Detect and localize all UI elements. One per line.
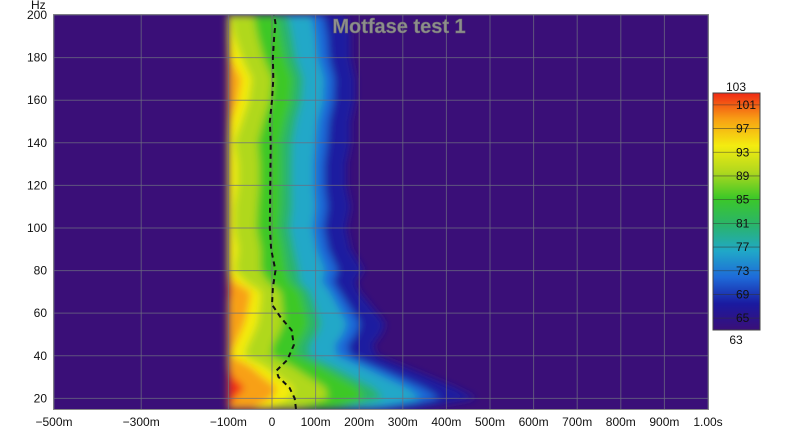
y-tick-label: 100	[27, 221, 47, 235]
x-tick-label: 500m	[475, 415, 505, 429]
x-tick-label: 900m	[649, 415, 679, 429]
y-tick-label: 160	[27, 93, 47, 107]
colorbar-tick-label: 81	[736, 216, 750, 230]
colorbar-min-label: 63	[729, 333, 743, 347]
y-tick-label: 120	[27, 178, 47, 192]
colorbar-tick-label: 69	[736, 287, 750, 301]
colorbar-tick-label: 93	[736, 145, 750, 159]
y-tick-label: 80	[34, 264, 48, 278]
x-tick-label: 1.00s	[693, 415, 722, 429]
peak-time-curve-layer	[268, 15, 297, 409]
y-tick-label: 60	[34, 306, 48, 320]
energy-heatmap	[228, 15, 477, 409]
plot-area	[53, 14, 709, 410]
y-tick-label: 140	[27, 136, 47, 150]
x-tick-label: 400m	[431, 415, 461, 429]
chart-title: Motfase test 1	[332, 16, 465, 38]
colorbar-tick-label: 89	[736, 169, 750, 183]
x-tick-label: −100m	[210, 415, 247, 429]
x-tick-label: 300m	[388, 415, 418, 429]
energy-band	[228, 15, 277, 409]
x-tick-label: 100m	[301, 415, 331, 429]
y-axis-label: Hz	[31, 0, 46, 12]
x-tick-label: −300m	[123, 415, 160, 429]
y-tick-label: 180	[27, 51, 47, 65]
colorbar-tick-label: 73	[736, 264, 750, 278]
colorbar-max-label: 103	[726, 80, 746, 94]
colorbar-tick-label: 101	[736, 98, 756, 112]
x-tick-label: 200m	[344, 415, 374, 429]
x-tick-label: −500m	[35, 415, 72, 429]
y-tick-label: 20	[34, 391, 48, 405]
colorbar: 103 63 65 69 73 77 81 85 89 93 97 101	[712, 80, 761, 347]
grid	[53, 14, 709, 409]
y-tick-label: 200	[27, 8, 47, 22]
peak-time-curve	[268, 15, 297, 409]
x-tick-label: 0	[269, 415, 276, 429]
colorbar-gradient	[712, 92, 761, 331]
energy-band	[228, 15, 261, 409]
colorbar-tick-label: 77	[736, 240, 750, 254]
x-tick-label: 700m	[562, 415, 592, 429]
colorbar-tick-label: 97	[736, 122, 750, 136]
y-tick-label: 40	[34, 349, 48, 363]
x-axis: −500m −300m −100m 0 100m 200m 300m 400m 500m 600m…	[35, 415, 722, 429]
colorbar-tick-label: 85	[736, 193, 750, 207]
colorbar-tick-label: 65	[736, 311, 750, 325]
x-tick-label: 800m	[606, 415, 636, 429]
x-tick-label: 600m	[519, 415, 549, 429]
y-axis: 20 40 60 80 100 120 140 160 180 200	[27, 8, 47, 405]
